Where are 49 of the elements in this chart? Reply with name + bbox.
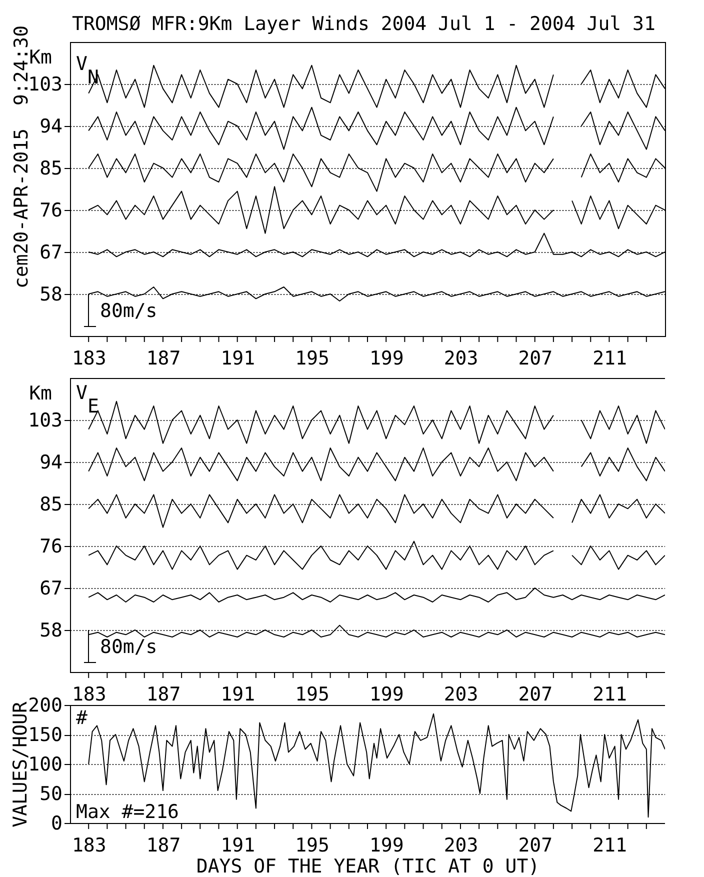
x-tick-label: 211	[592, 348, 627, 370]
x-tick-label: 203	[444, 834, 478, 856]
x-tick-label: 187	[146, 348, 181, 370]
x-tick-label: 183	[72, 834, 106, 856]
annotation: #	[76, 707, 88, 729]
x-tick-label: 207	[518, 834, 553, 856]
y-tick-label: 76	[40, 536, 62, 558]
y-tick-label: 50	[40, 783, 62, 805]
x-tick-label: 191	[220, 684, 256, 706]
x-tick-label: 211	[592, 834, 627, 856]
x-tick-label: 187	[146, 684, 181, 706]
y-tick-label: 100	[28, 754, 62, 776]
x-tick-label: 199	[369, 684, 404, 706]
y-tick-label: 67	[40, 578, 62, 600]
x-tick-label: 191	[220, 348, 256, 370]
y-tick-label: 150	[28, 724, 62, 746]
y-tick-label: 58	[40, 284, 62, 306]
y-tick-label: 94	[40, 116, 62, 138]
y-tick-label: 94	[40, 452, 62, 474]
y-tick-label: 67	[40, 242, 62, 264]
x-tick-label: 203	[444, 684, 478, 706]
x-tick-label: 195	[295, 348, 330, 370]
y-tick-label: 76	[40, 200, 62, 222]
y-tick-label: 103	[28, 74, 62, 96]
x-tick-label: 183	[72, 684, 106, 706]
x-tick-label: 199	[369, 348, 404, 370]
x-tick-label: 203	[444, 348, 478, 370]
x-tick-label: 195	[295, 684, 330, 706]
y-tick-label: 85	[40, 494, 62, 516]
x-tick-label: 199	[369, 834, 404, 856]
x-tick-label: 207	[518, 684, 553, 706]
y-tick-label: 0	[51, 812, 62, 834]
y-axis-title: Km	[29, 382, 52, 404]
chart-title: TROMSØ MFR:9Km Layer Winds 2004 Jul 1 - 2004 Jul 31	[72, 13, 656, 35]
x-tick-label: 187	[146, 834, 181, 856]
y-tick-label: 58	[40, 620, 62, 642]
y-tick-label: 103	[28, 410, 62, 432]
x-tick-label: 191	[220, 834, 256, 856]
annotation: 80m/s	[100, 636, 158, 658]
y-tick-label: 200	[28, 694, 62, 716]
x-tick-label: 183	[72, 348, 106, 370]
x-axis-title: DAYS OF THE YEAR (TIC AT 0 UT)	[196, 856, 540, 877]
annotation: Max #=216	[76, 801, 179, 823]
x-tick-label: 207	[518, 348, 553, 370]
x-tick-label: 211	[592, 684, 627, 706]
y-axis-title: Km	[29, 46, 52, 68]
annotation: 80m/s	[100, 300, 158, 322]
x-tick-label: 195	[295, 834, 330, 856]
y-tick-label: 85	[40, 158, 62, 180]
